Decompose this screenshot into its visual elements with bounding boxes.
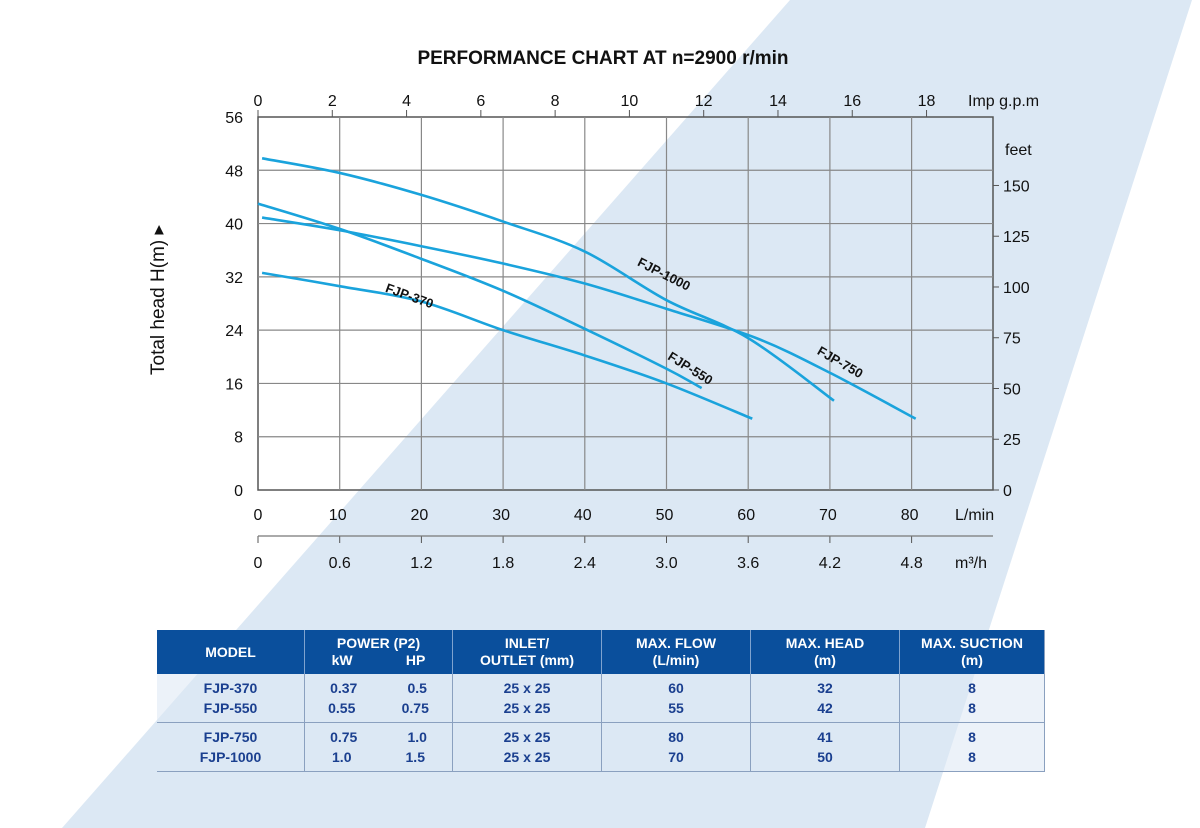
curve-label: FJP-370	[384, 280, 436, 311]
header-inlet-outlet: INLET/OUTLET (mm)	[452, 630, 602, 674]
cell-head: 41	[750, 722, 900, 747]
gpm-tick-label: 16	[843, 93, 861, 110]
spec-table: MODEL POWER (P2) kW HP INLET/OUTLET (mm) M…	[157, 630, 1045, 772]
y-tick-label: 24	[225, 323, 243, 340]
curve-fjp-550	[257, 202, 703, 390]
gpm-tick-label: 2	[328, 93, 337, 110]
background-band	[62, 0, 1192, 828]
m3h-tick-label: 3.0	[655, 555, 677, 572]
cell-head: 32	[750, 674, 900, 698]
y-tick-label: 48	[225, 163, 243, 180]
cell-flow: 70	[601, 747, 751, 772]
x-tick-label: 80	[901, 507, 919, 524]
x-tick-label: 70	[819, 507, 837, 524]
gpm-tick-label: 4	[402, 93, 411, 110]
y-axis-label: Total head H(m) ▸	[148, 225, 169, 375]
m3h-tick-label: 0	[254, 555, 263, 572]
cell-suction: 8	[899, 698, 1045, 723]
gpm-tick-label: 14	[769, 93, 787, 110]
feet-tick-label: 50	[1003, 381, 1021, 398]
cell-flow: 80	[601, 722, 751, 747]
right-axis-label: feet	[1005, 142, 1032, 159]
cell-model: FJP-550	[157, 698, 305, 723]
y-tick-label: 56	[225, 110, 243, 127]
cell-flow: 55	[601, 698, 751, 723]
cell-flow: 60	[601, 674, 751, 698]
m3h-tick-label: 4.2	[819, 555, 841, 572]
gpm-tick-label: 6	[476, 93, 485, 110]
cell-model: FJP-1000	[157, 747, 305, 772]
m3h-tick-label: 3.6	[737, 555, 759, 572]
chart-title: PERFORMANCE CHART AT n=2900 r/min	[417, 48, 788, 69]
performance-chart: PERFORMANCE CHART AT n=2900 r/min Total …	[148, 48, 1039, 572]
header-max-flow: MAX. FLOW (L/min)	[601, 630, 751, 674]
curve-fjp-370	[261, 271, 753, 420]
cell-power: 1.0 1.5	[304, 747, 453, 772]
x-tick-label: 60	[737, 507, 755, 524]
m3h-tick-label: 2.4	[574, 555, 596, 572]
cell-head: 50	[750, 747, 900, 772]
cell-power: 0.55 0.75	[304, 698, 453, 723]
x-tick-label: 10	[329, 507, 347, 524]
m3h-axis-label: m³/h	[955, 555, 987, 572]
y-tick-label: 16	[225, 376, 243, 393]
table-row: FJP-1000 1.0 1.5 25 x 25 70 50 8	[157, 747, 1045, 772]
cell-inlet: 25 x 25	[452, 698, 602, 723]
table-row: FJP-750 0.75 1.0 25 x 25 80 41 8	[157, 722, 1045, 747]
feet-tick-label: 150	[1003, 178, 1030, 195]
cell-head: 42	[750, 698, 900, 723]
cell-model: FJP-370	[157, 674, 305, 698]
header-power: POWER (P2) kW HP	[304, 630, 453, 674]
header-max-head: MAX. HEAD (m)	[750, 630, 900, 674]
x-tick-label: 0	[254, 507, 263, 524]
m3h-tick-label: 1.8	[492, 555, 514, 572]
x-tick-label: 20	[411, 507, 429, 524]
table-row: FJP-550 0.55 0.75 25 x 25 55 42 8	[157, 698, 1045, 723]
cell-inlet: 25 x 25	[452, 722, 602, 747]
cell-suction: 8	[899, 722, 1045, 747]
m3h-tick-label: 1.2	[410, 555, 432, 572]
feet-tick-label: 125	[1003, 229, 1030, 246]
m3h-tick-label: 4.8	[900, 555, 922, 572]
gpm-tick-label: 8	[551, 93, 560, 110]
cell-power: 0.37 0.5	[304, 674, 453, 698]
x-tick-label: 40	[574, 507, 592, 524]
top-axis-label: Imp g.p.m	[968, 93, 1039, 110]
y-tick-label: 40	[225, 217, 243, 234]
x-tick-label: 30	[492, 507, 510, 524]
header-max-suction: MAX. SUCTION (m)	[899, 630, 1045, 674]
curve-fjp-750	[261, 216, 917, 420]
m3h-tick-label: 0.6	[329, 555, 351, 572]
table-row: FJP-370 0.37 0.5 25 x 25 60 32 8	[157, 674, 1045, 698]
curve-fjp-1000	[261, 157, 835, 402]
feet-tick-label: 75	[1003, 331, 1021, 348]
cell-inlet: 25 x 25	[452, 747, 602, 772]
gpm-tick-label: 10	[621, 93, 639, 110]
cell-inlet: 25 x 25	[452, 674, 602, 698]
feet-tick-label: 25	[1003, 432, 1021, 449]
curve-label: FJP-750	[815, 343, 866, 381]
gpm-tick-label: 18	[918, 93, 936, 110]
gpm-tick-label: 0	[254, 93, 263, 110]
feet-tick-label: 0	[1003, 483, 1012, 500]
feet-tick-label: 100	[1003, 280, 1030, 297]
gpm-tick-label: 12	[695, 93, 713, 110]
y-tick-label: 0	[234, 483, 243, 500]
cell-power: 0.75 1.0	[304, 722, 453, 747]
y-tick-label: 32	[225, 270, 243, 287]
x-tick-label: 50	[656, 507, 674, 524]
cell-model: FJP-750	[157, 722, 305, 747]
cell-suction: 8	[899, 747, 1045, 772]
cell-suction: 8	[899, 674, 1045, 698]
x-axis-label: L/min	[955, 507, 994, 524]
header-model: MODEL	[157, 630, 305, 674]
y-tick-label: 8	[234, 430, 243, 447]
plot-frame	[257, 116, 994, 491]
